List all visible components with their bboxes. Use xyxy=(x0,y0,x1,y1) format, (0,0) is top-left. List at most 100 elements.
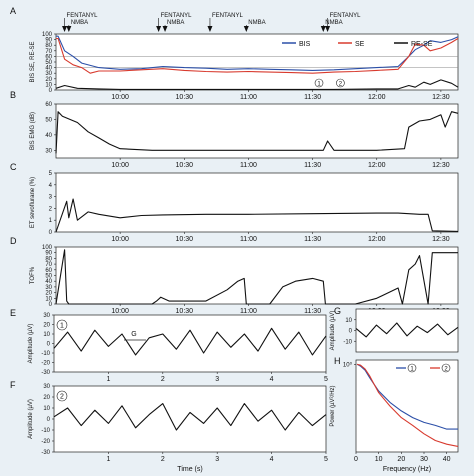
x-tick-label-F-3: 4 xyxy=(270,456,274,463)
x-tick-label-A-0: 10:00 xyxy=(111,94,129,101)
y-axis-label-B: BIS EMG (dB) xyxy=(30,112,36,150)
y-tick-label-A-1: 10 xyxy=(45,82,52,88)
legend-label-A-2: RE-SE xyxy=(411,41,433,48)
x-tick-label-C-4: 12:00 xyxy=(368,236,386,243)
x-tick-label-H-0: 0 xyxy=(354,456,358,463)
x-tick-label-A-3: 11:30 xyxy=(304,94,321,101)
y-tick-label-D-1: 10 xyxy=(45,296,52,302)
y-tick-label-H-0: 10⁰ xyxy=(343,361,353,368)
drug-event-label-7: FENTANYL xyxy=(330,13,362,19)
y-tick-label-A-7: 70 xyxy=(45,49,52,55)
y-tick-label-E-5: 20 xyxy=(43,323,50,329)
x-tick-label-H-4: 40 xyxy=(443,456,451,463)
y-tick-label-D-8: 80 xyxy=(45,256,52,262)
y-tick-label-A-10: 100 xyxy=(42,32,53,38)
x-tick-label-E-2: 3 xyxy=(215,376,219,383)
x-tick-label-B-3: 11:30 xyxy=(304,162,321,169)
y-axis-label-G: Amplitude (µV) xyxy=(330,311,336,351)
y-tick-label-F-4: 10 xyxy=(43,406,50,412)
y-tick-label-D-2: 20 xyxy=(45,291,52,297)
panel-label-C: C xyxy=(10,162,17,172)
plot-area-C xyxy=(55,172,459,233)
x-tick-label-E-3: 4 xyxy=(270,376,274,383)
x-tick-label-F-4: 5 xyxy=(324,456,328,463)
x-tick-label-F-0: 1 xyxy=(106,456,110,463)
drug-event-label-2: FENTANYL xyxy=(161,13,193,19)
series-line-A-1 xyxy=(56,37,459,74)
panel-label-G: G xyxy=(334,306,341,316)
y-tick-label-F-2: -10 xyxy=(41,428,50,434)
legend-label-A-1: SE xyxy=(355,41,365,48)
y-tick-label-C-3: 3 xyxy=(49,195,53,201)
y-tick-label-A-3: 30 xyxy=(45,71,52,77)
drug-event-arrow-2 xyxy=(156,26,162,32)
y-tick-label-F-6: 30 xyxy=(43,384,50,390)
plot-area-D xyxy=(55,246,459,305)
y-tick-label-G-1: 0 xyxy=(349,329,353,335)
y-tick-label-E-2: -10 xyxy=(41,351,50,357)
y-tick-label-C-1: 1 xyxy=(49,218,53,224)
legend-label-H-1: 2 xyxy=(444,367,448,373)
legend-marker-H-1 xyxy=(441,363,451,373)
y-axis-label-D: TOF% xyxy=(30,266,36,284)
series-line-G-0 xyxy=(355,322,459,338)
segment-marker-label-0: 1 xyxy=(317,82,321,88)
x-tick-label-A-5: 12:30 xyxy=(432,94,450,101)
y-tick-label-A-2: 20 xyxy=(45,77,52,83)
y-tick-label-G-2: 10 xyxy=(345,318,352,324)
legend-label-A-0: BIS xyxy=(299,41,311,48)
segment-id-circle-E xyxy=(56,319,68,331)
y-tick-label-F-5: 20 xyxy=(43,395,50,401)
y-tick-label-D-9: 90 xyxy=(45,251,52,257)
x-tick-label-F-1: 2 xyxy=(161,456,165,463)
y-tick-label-D-3: 30 xyxy=(45,285,52,291)
x-tick-label-D-0: 10:00 xyxy=(111,308,129,315)
drug-event-label-0: FENTANYL xyxy=(67,13,99,19)
y-tick-label-D-5: 50 xyxy=(45,274,52,280)
x-tick-label-H-2: 20 xyxy=(397,456,405,463)
drug-event-label-3: NMBA xyxy=(167,20,184,26)
y-tick-label-D-6: 60 xyxy=(45,268,52,274)
panel-label-A: A xyxy=(10,6,16,16)
y-tick-label-C-5: 5 xyxy=(49,171,53,177)
segment-marker-0 xyxy=(314,78,324,88)
y-tick-label-D-0: 0 xyxy=(49,302,53,308)
y-axis-label-E: Amplitude (µV) xyxy=(28,324,34,364)
x-tick-label-E-4: 5 xyxy=(324,376,328,383)
x-tick-label-D-3: 11:30 xyxy=(304,308,321,315)
x-tick-label-B-5: 12:30 xyxy=(432,162,450,169)
x-tick-label-C-1: 10:30 xyxy=(176,236,194,243)
x-tick-label-H-1: 10 xyxy=(375,456,383,463)
x-tick-label-F-2: 3 xyxy=(215,456,219,463)
drug-event-label-5: NMBA xyxy=(248,20,265,26)
x-tick-label-E-0: 1 xyxy=(106,376,110,383)
legend-marker-H-0 xyxy=(407,363,417,373)
y-tick-label-D-7: 70 xyxy=(45,262,52,268)
plot-area-E xyxy=(53,314,327,373)
y-tick-label-B-1: 40 xyxy=(45,133,52,139)
y-tick-label-D-10: 100 xyxy=(42,245,53,251)
y-axis-label-H: Power (µV²/Hz) xyxy=(330,385,336,426)
y-tick-label-A-0: 0 xyxy=(49,88,53,94)
x-tick-label-D-1: 10:30 xyxy=(176,308,194,315)
panel-label-B: B xyxy=(10,90,16,100)
x-tick-label-A-1: 10:30 xyxy=(176,94,194,101)
series-line-C-0 xyxy=(55,198,459,233)
x-tick-label-B-1: 10:30 xyxy=(176,162,194,169)
segment-id-E: 1 xyxy=(60,323,64,330)
drug-event-arrow-3 xyxy=(162,26,168,32)
y-tick-label-F-0: -30 xyxy=(41,450,50,456)
drug-event-label-4: FENTANYL xyxy=(212,13,244,19)
y-tick-label-A-6: 60 xyxy=(45,54,52,60)
y-tick-label-E-4: 10 xyxy=(43,332,50,338)
x-tick-label-B-2: 11:00 xyxy=(240,162,257,169)
series-line-H-0 xyxy=(356,363,458,430)
series-line-H-1 xyxy=(356,363,459,447)
y-tick-label-C-4: 4 xyxy=(49,183,53,189)
x-tick-label-D-2: 11:00 xyxy=(240,308,257,315)
y-tick-label-E-6: 30 xyxy=(43,313,50,319)
y-tick-label-A-9: 90 xyxy=(45,38,52,44)
y-axis-label-A: BIS SE, RE-SE xyxy=(30,41,36,82)
y-tick-label-E-0: -30 xyxy=(41,370,50,376)
y-axis-label-C: ET sevoflurane (%) xyxy=(30,177,36,228)
